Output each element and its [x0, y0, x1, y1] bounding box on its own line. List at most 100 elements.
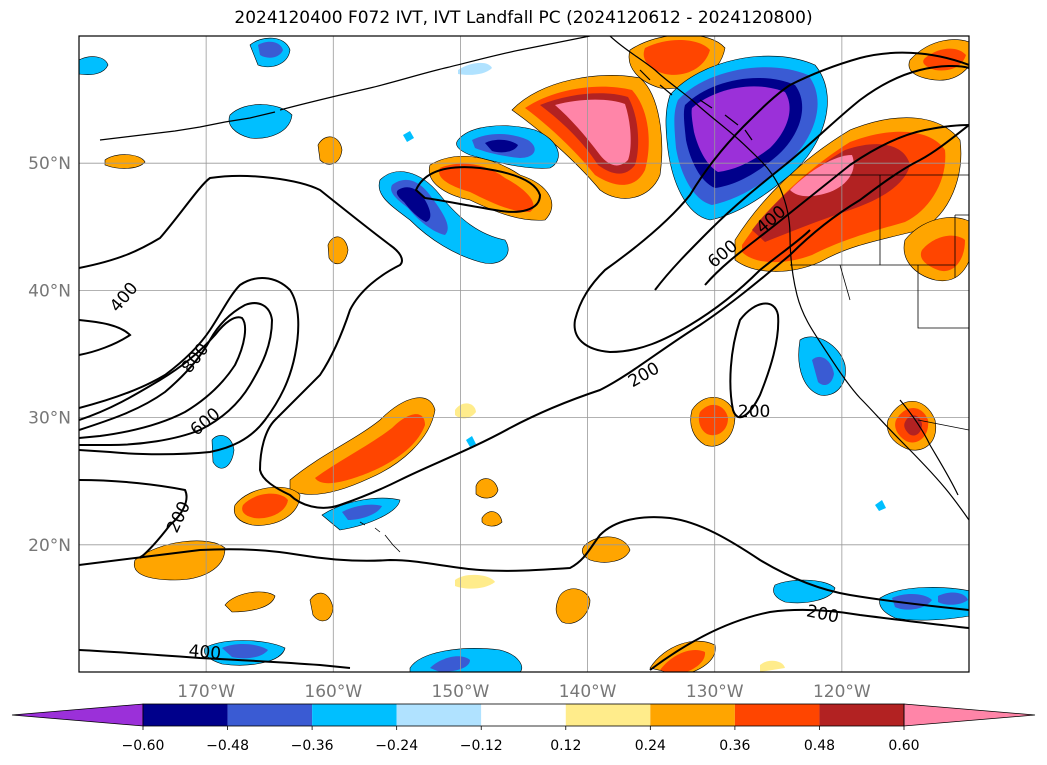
contour-label: 200 — [738, 402, 770, 422]
fill-negative-region — [79, 56, 109, 76]
coastline-north-america — [609, 36, 969, 521]
fill-negative-region — [466, 436, 476, 447]
fill-positive-region — [133, 540, 226, 581]
coastline-aleutians — [99, 111, 276, 141]
contour-label: 200 — [805, 601, 841, 627]
fill-positive-region — [224, 591, 276, 613]
fill-positive-region — [104, 154, 146, 169]
fill-negative-region — [403, 131, 414, 142]
fill-negative-region — [342, 504, 382, 520]
fill-negative-region — [228, 104, 293, 139]
colorbar-tick-label: 0.36 — [719, 738, 750, 754]
colorbar-segment — [734, 704, 820, 726]
coastline-islands — [639, 69, 753, 141]
fill-positive-region — [242, 493, 288, 519]
colorbar: −0.60 −0.48 −0.36 −0.24 −0.12 0.12 0.24 0.36 0.4… — [11, 703, 1036, 754]
contour-line-400 — [79, 319, 132, 356]
border-us-mexico — [917, 419, 969, 431]
fill-negative-region — [485, 139, 518, 153]
contour-line-600 — [79, 302, 274, 446]
contour-label-text: 400 — [188, 641, 222, 664]
fill-positive-region — [315, 414, 425, 484]
fill-negative-region — [258, 41, 283, 58]
contour-line-400 — [704, 124, 969, 286]
fill-positive-region — [317, 136, 343, 165]
fill-positive-region — [455, 403, 476, 419]
fill-positive-region — [660, 650, 706, 672]
lat-tick-label: 50°N — [28, 154, 71, 174]
fill-positive-region — [327, 236, 349, 265]
colorbar-tick-label: 0.48 — [804, 738, 835, 754]
contour-line-400 — [79, 649, 351, 669]
border-hawaii — [359, 521, 401, 553]
lat-tick-label: 20°N — [28, 536, 71, 556]
colorbar-extend-min — [11, 703, 144, 727]
lon-tick-label: 160°W — [304, 682, 362, 702]
colorbar-segment — [481, 704, 566, 726]
contour-line-200 — [573, 51, 969, 354]
longitude-labels: 170°W 160°W 150°W 140°W 130°W 120°W — [177, 682, 871, 702]
coastline-alaska — [279, 36, 591, 111]
fill-positive-region — [920, 235, 965, 272]
contour-label: 400 — [106, 279, 142, 317]
fill-positive-region — [752, 144, 910, 242]
colorbar-extend-max — [903, 703, 1036, 727]
fill-negative-region — [812, 356, 834, 386]
contour-line-200 — [79, 124, 969, 509]
contour-line-600 — [414, 166, 542, 213]
fill-positive-region — [455, 574, 495, 589]
coastlines — [99, 36, 969, 521]
coastline-baja — [899, 399, 959, 496]
lon-tick-label: 120°W — [813, 682, 871, 702]
colorbar-segment — [227, 704, 313, 726]
fill-positive-region — [698, 404, 728, 436]
contour-line-400 — [649, 608, 969, 671]
colorbar-tick-label: 0.60 — [888, 738, 919, 754]
fill-negative-region — [773, 579, 836, 604]
colorbar-tick-label: −0.12 — [460, 738, 503, 754]
lon-tick-label: 140°W — [559, 682, 617, 702]
map-frame — [78, 35, 970, 673]
lat-tick-label: 30°N — [28, 409, 71, 429]
fill-positive-region — [481, 511, 503, 527]
colorbar-segment — [650, 704, 735, 726]
fill-positive-region — [309, 592, 334, 622]
contour-label: 200 — [625, 358, 663, 392]
fill-positive-region — [289, 397, 436, 495]
fill-positive-region — [475, 478, 499, 499]
colorbar-segment — [143, 704, 228, 726]
colorbar-tick-label: 0.24 — [635, 738, 666, 754]
fill-positive-region — [439, 163, 534, 212]
fill-positive-region — [760, 660, 785, 672]
fill-negative-region — [222, 644, 268, 659]
fill-positive-region — [790, 155, 854, 197]
colorbar-tick-label: −0.36 — [291, 738, 334, 754]
border-state-lines — [790, 175, 969, 329]
graticule — [79, 36, 969, 672]
contour-line-200 — [79, 479, 188, 559]
fill-negative-region — [430, 656, 470, 672]
contour-line-400 — [79, 277, 300, 456]
colorbar-tick-label: −0.60 — [122, 738, 165, 754]
contour-label-text: 200 — [738, 402, 770, 422]
colorbar-segment — [565, 704, 651, 726]
lon-tick-label: 130°W — [686, 682, 744, 702]
colorbar-outline — [142, 703, 905, 727]
contour-label-text: 600 — [187, 404, 225, 440]
colorbar-tick-label: −0.48 — [206, 738, 249, 754]
contour-line-800 — [79, 316, 247, 439]
political-borders — [359, 174, 969, 553]
contour-line-200 — [79, 516, 969, 611]
fill-positive-region — [555, 99, 631, 166]
lon-tick-label: 150°W — [432, 682, 490, 702]
contour-line-200 — [729, 302, 780, 419]
ivt-filled-contours — [79, 36, 969, 672]
colorbar-segment — [396, 704, 482, 726]
lat-tick-label: 40°N — [28, 281, 71, 301]
contour-label-text: 400 — [106, 279, 142, 317]
colorbar-tick-label: 0.12 — [550, 738, 581, 754]
latitude-labels: 20°N 30°N 40°N 50°N — [28, 154, 71, 556]
contour-label: 400 — [188, 641, 222, 664]
fill-negative-region — [458, 62, 492, 75]
